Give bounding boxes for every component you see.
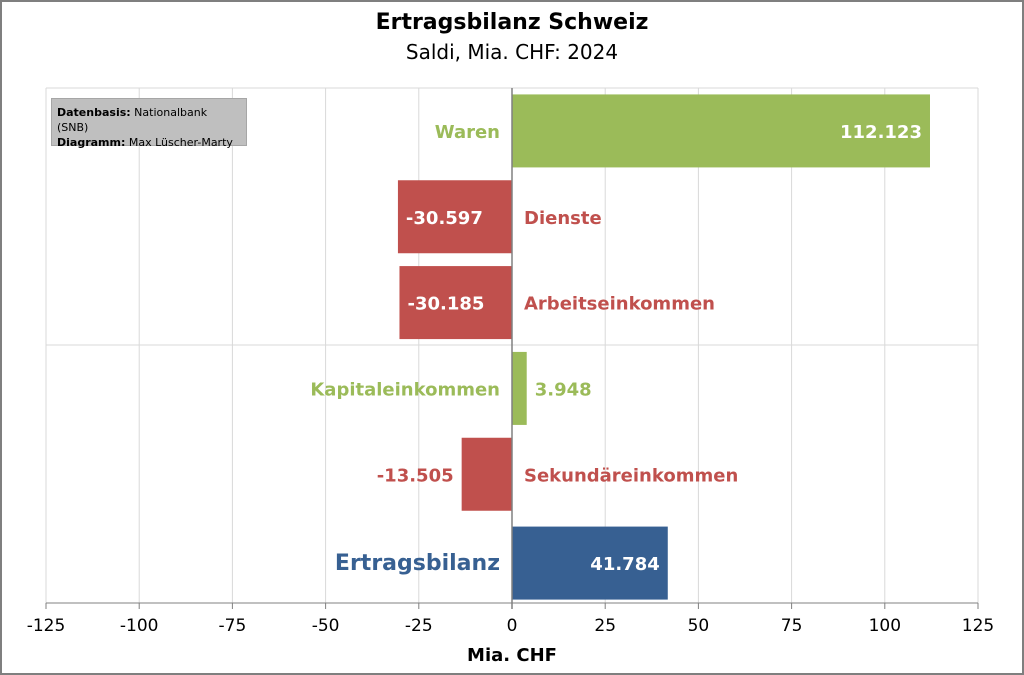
bar: [397, 180, 512, 254]
x-tick-label: -125: [27, 616, 66, 636]
category-label: Kapitaleinkommen: [310, 379, 500, 400]
x-axis-label: Mia. CHF: [467, 645, 557, 666]
source-value: Nationalbank (SNB): [57, 106, 208, 134]
data-label: -13.505: [377, 465, 454, 486]
bar: [399, 266, 512, 340]
bar: [512, 94, 930, 168]
data-label: -30.597: [406, 208, 483, 229]
data-label: 41.784: [590, 554, 659, 575]
x-tick-label: 0: [507, 616, 518, 636]
x-tick-label: -75: [219, 616, 247, 636]
x-tick-label: -25: [405, 616, 433, 636]
x-tick-label: 75: [781, 616, 803, 636]
source-note: Datenbasis: Nationalbank (SNB) Diagramm:…: [51, 98, 247, 149]
x-tick-label: -100: [120, 616, 159, 636]
x-tick-label: 100: [869, 616, 901, 636]
bar: [512, 526, 668, 600]
bar: [512, 351, 527, 425]
author-label: Diagramm:: [57, 136, 126, 149]
category-label: Sekundäreinkommen: [524, 465, 738, 486]
category-label: Ertragsbilanz: [335, 551, 500, 576]
x-tick-label: -50: [312, 616, 340, 636]
author-value: Max Lüscher-Marty: [125, 136, 233, 149]
category-label: Waren: [435, 122, 500, 143]
data-label: 3.948: [535, 379, 592, 400]
data-label: -30.185: [407, 294, 484, 315]
data-label: 112.123: [840, 122, 922, 143]
chart-subtitle: Saldi, Mia. CHF: 2024: [405, 40, 619, 64]
x-tick-label: 25: [594, 616, 616, 636]
chart-title: Ertragsbilanz Schweiz: [375, 10, 649, 35]
x-tick-label: 50: [688, 616, 710, 636]
x-tick-label: 125: [962, 616, 994, 636]
bar: [461, 437, 512, 511]
category-label: Arbeitseinkommen: [524, 294, 715, 315]
category-label: Dienste: [524, 208, 602, 229]
source-label: Datenbasis:: [57, 106, 131, 119]
